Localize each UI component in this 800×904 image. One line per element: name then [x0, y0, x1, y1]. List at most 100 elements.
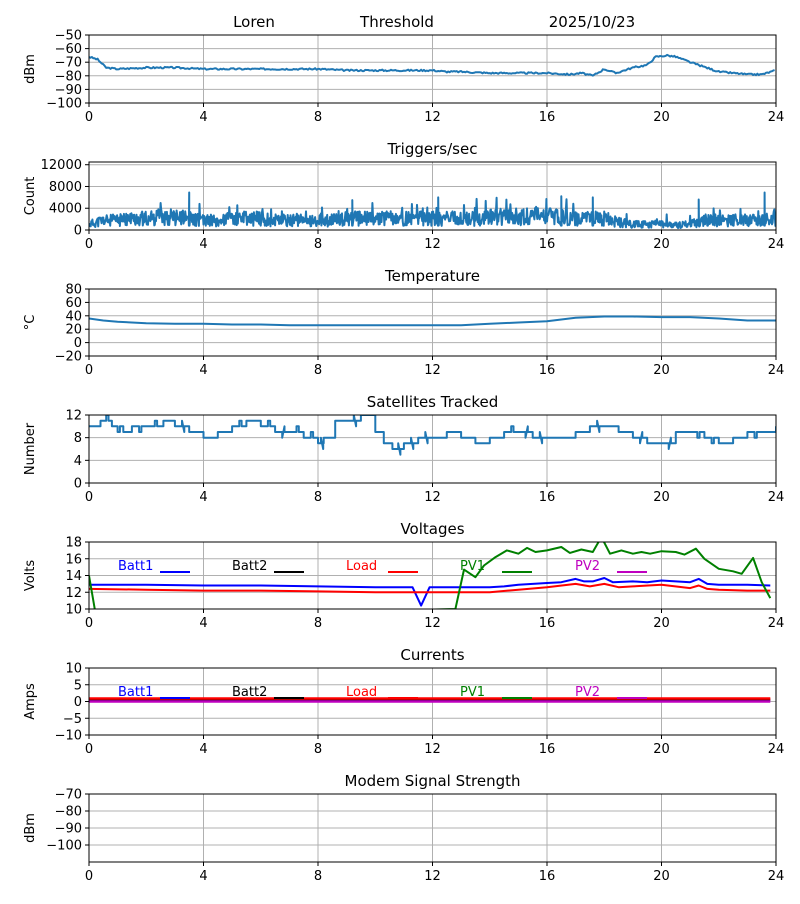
- axes-frame: [88, 541, 777, 610]
- x-tick-label: 4: [199, 237, 207, 252]
- x-tick-label: 12: [424, 742, 441, 757]
- x-tick-label: 16: [539, 363, 556, 378]
- legend-label-batt1: Batt1: [118, 559, 153, 574]
- series-line-load: [89, 582, 771, 594]
- x-tick-label: 24: [768, 742, 785, 757]
- chart-modem: Modem Signal Strength dBm 0 4 8 12 16 20 24 −100 −…: [23, 772, 784, 884]
- y-tick-label: −90: [55, 822, 82, 837]
- y-tick-label: −70: [55, 788, 82, 803]
- legend-label-batt1: Batt1: [118, 685, 153, 700]
- y-tick-label: −80: [55, 805, 82, 820]
- x-tick-label: 0: [85, 616, 93, 631]
- x-tick-label: 8: [314, 490, 322, 505]
- y-tick-label: 0: [74, 695, 82, 710]
- axes-frame: [88, 288, 777, 357]
- y-tick-label: 80: [65, 283, 82, 298]
- y-tick-label: −10: [55, 729, 82, 744]
- x-tick-label: 0: [85, 110, 93, 125]
- x-tick-label: 0: [85, 742, 93, 757]
- x-tick-label: 20: [653, 742, 670, 757]
- plot-area: [89, 53, 775, 77]
- chart-satellites: Satellites Tracked Number 0 4 8 12 16 20 24 0 4 8 12: [23, 393, 784, 505]
- y-tick-label: −80: [55, 69, 82, 84]
- chart-title: Satellites Tracked: [367, 393, 498, 411]
- x-tick-label: 24: [768, 869, 785, 884]
- x-tick-label: 8: [314, 742, 322, 757]
- x-tick-label: 16: [539, 237, 556, 252]
- x-tick-label: 16: [539, 110, 556, 125]
- x-tick-label: 4: [199, 869, 207, 884]
- x-tick-label: 12: [424, 490, 441, 505]
- y-tick-label: 5: [74, 678, 82, 693]
- y-axis-label: dBm: [23, 54, 38, 84]
- y-tick-label: 4000: [49, 202, 82, 217]
- x-tick-label: 8: [314, 110, 322, 125]
- y-tick-label: −100: [46, 839, 82, 854]
- plot-area: [89, 191, 776, 230]
- legend-label-load: Load: [346, 559, 377, 574]
- series-line-triggers: [89, 191, 776, 230]
- x-tick-label: 24: [768, 363, 785, 378]
- x-tick-label: 24: [768, 616, 785, 631]
- axes-frame: [88, 414, 777, 484]
- x-tick-label: 16: [539, 616, 556, 631]
- chart-title: Triggers/sec: [387, 140, 478, 158]
- x-tick-label: 16: [539, 742, 556, 757]
- chart-title: Temperature: [384, 267, 480, 285]
- y-axis-label: Amps: [23, 683, 38, 720]
- y-tick-label: 4: [74, 454, 82, 469]
- legend-label-pv2: PV2: [575, 685, 600, 700]
- x-tick-label: 12: [424, 237, 441, 252]
- y-axis-label: Volts: [23, 560, 38, 592]
- chart-title: Modem Signal Strength: [345, 772, 521, 790]
- x-tick-label: 4: [199, 363, 207, 378]
- x-tick-label: 12: [424, 616, 441, 631]
- y-tick-label: −50: [55, 29, 82, 44]
- y-axis-label: °C: [23, 315, 38, 331]
- y-tick-label: 12: [65, 586, 82, 601]
- legend-label-pv1: PV1: [460, 685, 485, 700]
- chart-signal: dBm 0 4 8 12 16 20 24 −100−90−80−70−60−50: [23, 29, 784, 126]
- x-tick-label: 0: [85, 869, 93, 884]
- y-tick-label: −100: [46, 97, 82, 112]
- y-tick-label: −20: [55, 350, 82, 365]
- x-tick-label: 8: [314, 616, 322, 631]
- y-tick-label: 0: [74, 477, 82, 492]
- x-tick-label: 20: [653, 616, 670, 631]
- x-tick-label: 8: [314, 363, 322, 378]
- header-date: 2025/10/23: [549, 13, 635, 31]
- y-tick-label: 12000: [41, 158, 82, 173]
- y-tick-label: 18: [65, 536, 82, 551]
- x-tick-label: 20: [653, 237, 670, 252]
- legend-label-pv2: PV2: [575, 559, 600, 574]
- x-tick-label: 20: [653, 110, 670, 125]
- y-axis-label: Count: [23, 177, 38, 216]
- y-tick-label: −70: [55, 56, 82, 71]
- header-station: Loren: [233, 13, 275, 31]
- x-tick-label: 24: [768, 110, 785, 125]
- y-tick-label: 60: [65, 296, 82, 311]
- x-tick-label: 24: [768, 237, 785, 252]
- series-line-temperature: [89, 315, 776, 327]
- x-tick-label: 4: [199, 110, 207, 125]
- x-tick-label: 16: [539, 490, 556, 505]
- legend-label-pv1: PV1: [460, 559, 485, 574]
- legend-label-batt2: Batt2: [232, 685, 267, 700]
- axes-frame: [88, 667, 777, 736]
- y-tick-label: −90: [55, 83, 82, 98]
- x-tick-label: 16: [539, 869, 556, 884]
- y-tick-label: 10: [65, 662, 82, 677]
- y-tick-label: 8000: [49, 180, 82, 195]
- x-tick-label: 20: [653, 869, 670, 884]
- x-tick-label: 0: [85, 363, 93, 378]
- legend-label-load: Load: [346, 685, 377, 700]
- series-line-pv1: [89, 542, 772, 609]
- x-tick-label: 20: [653, 490, 670, 505]
- x-tick-label: 12: [424, 869, 441, 884]
- y-tick-label: 0: [74, 224, 82, 239]
